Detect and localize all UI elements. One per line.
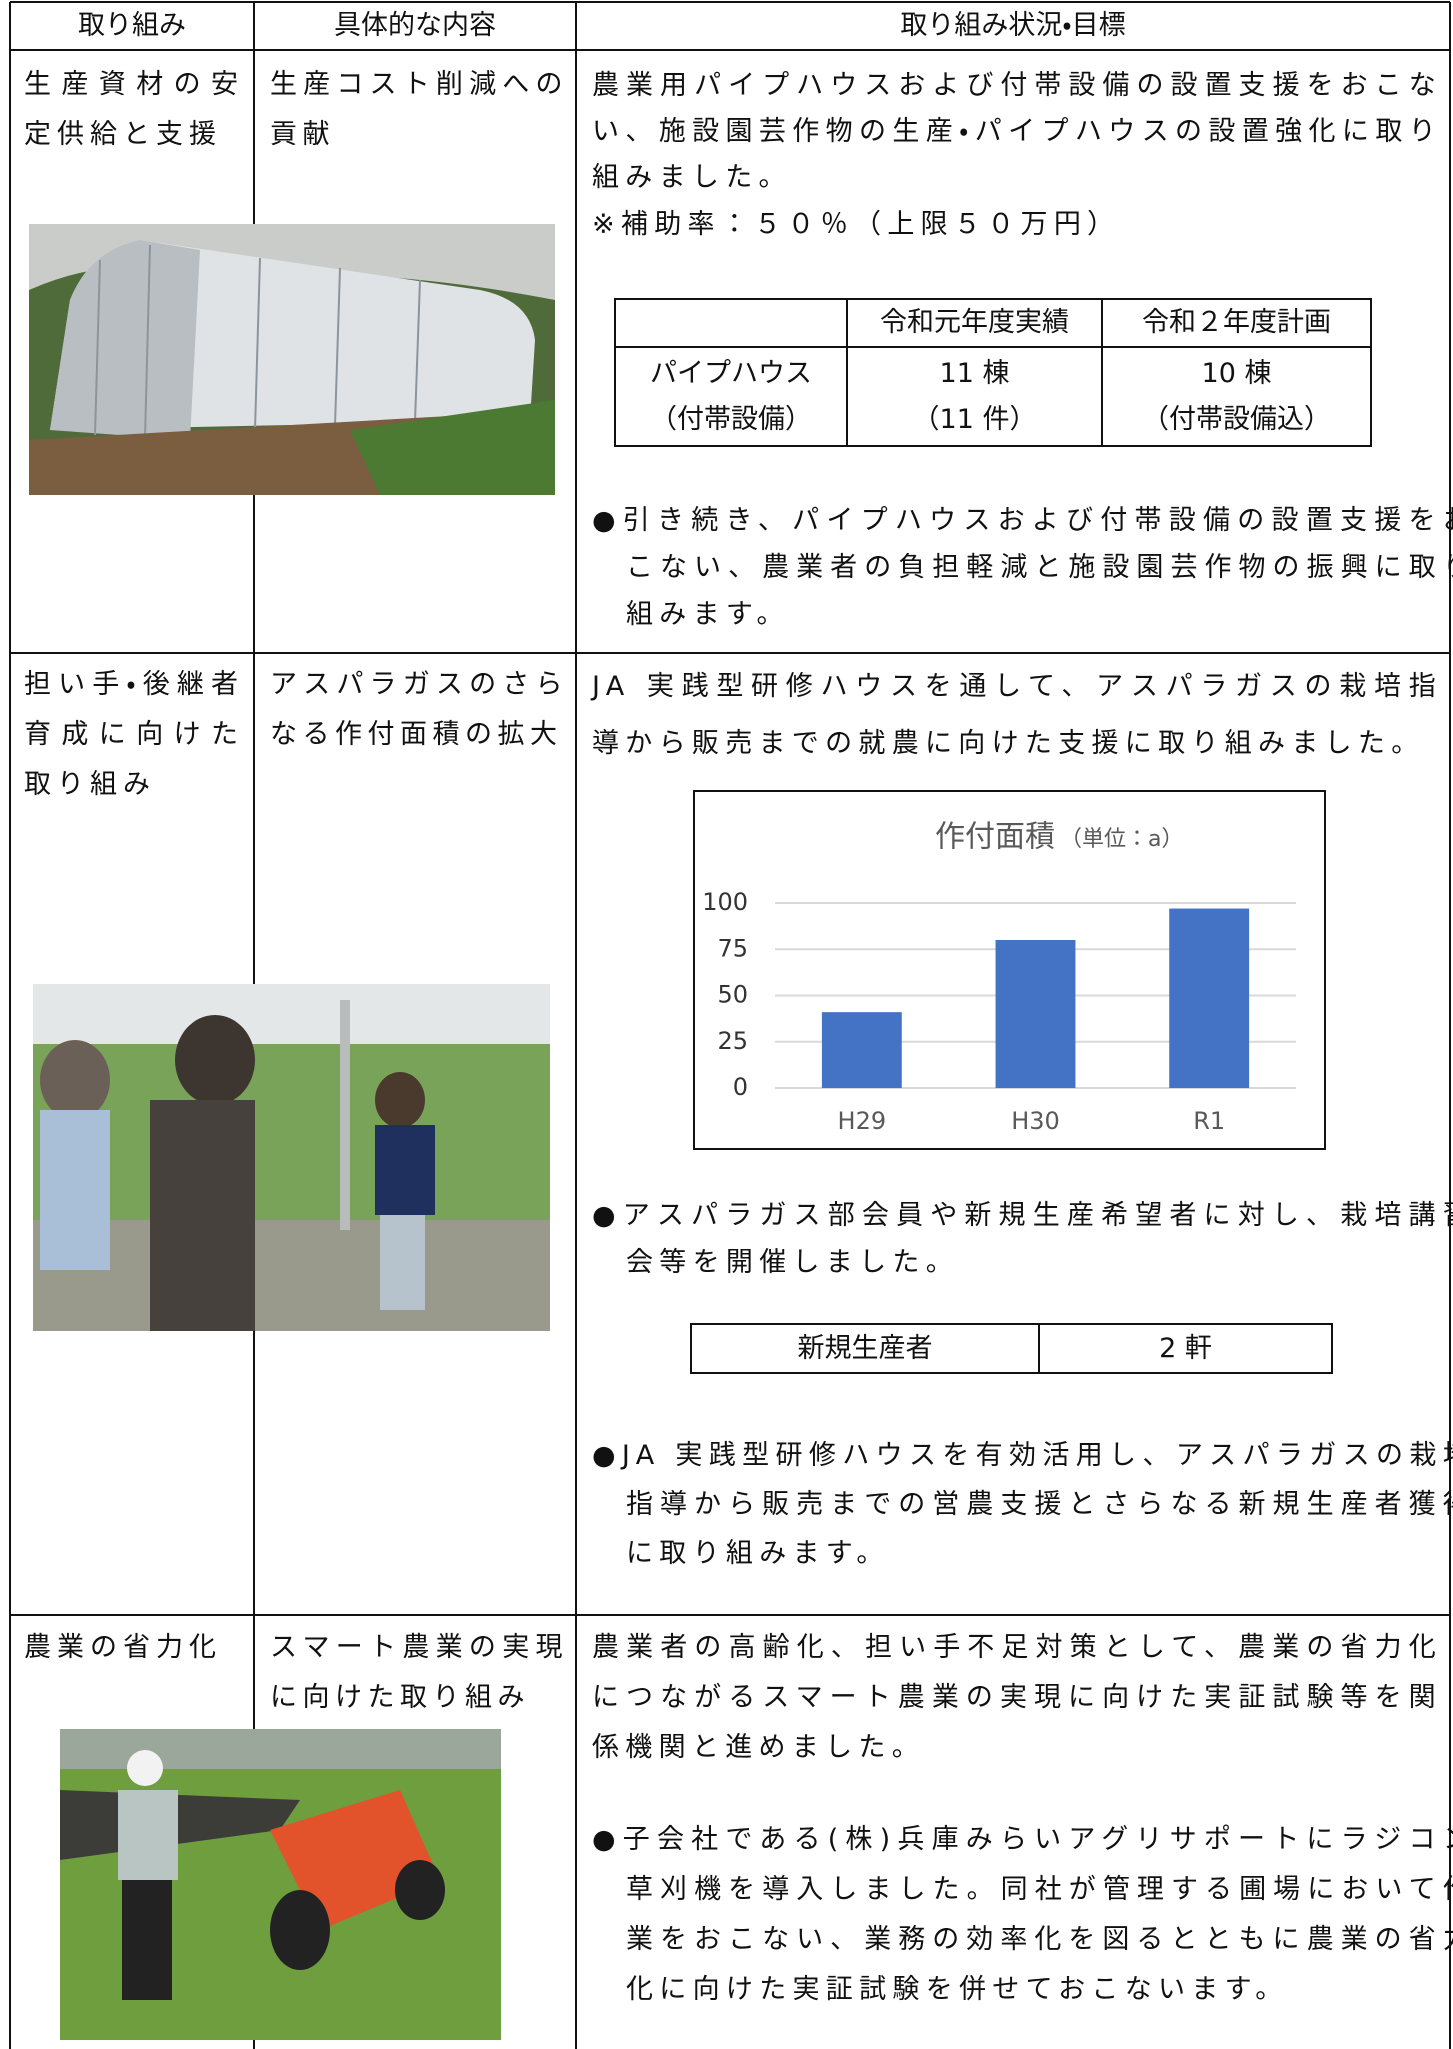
activity: 担い手・後継者育成に向けた取り組み — [24, 669, 244, 800]
cell-line: （付帯設備） — [650, 403, 812, 435]
cell-line: パイプハウス — [650, 357, 812, 389]
content: アスパラガスのさらなる作付面積の拡大 — [270, 669, 568, 750]
subtable: 新規生産者 2 軒 — [690, 1323, 1333, 1374]
cell: 11 棟 （11 件） — [846, 346, 1103, 447]
activity: 農業の省力化 — [24, 1632, 222, 1663]
cell: 令和元年度実績 — [846, 298, 1103, 348]
photo-greenhouse — [29, 224, 555, 495]
activity: 生産資材の安定供給と支援 — [24, 69, 244, 150]
cell: 令和２年度計画 — [1101, 298, 1372, 348]
cell: パイプハウス （付帯設備） — [614, 346, 848, 447]
cell: 2 軒 — [1038, 1323, 1333, 1374]
subtable: 令和元年度実績 令和２年度計画 パイプハウス （付帯設備） 11 棟（11 件） … — [614, 298, 1372, 447]
photo-mower — [60, 1729, 501, 2040]
header-cell: 具体的な内容 — [334, 10, 496, 41]
note: ※補助率：５０％（上限５０万円） — [592, 209, 1121, 240]
cell-line: 11 棟 — [939, 357, 1010, 389]
description: JA 実践型研修ハウスを通して、アスパラガスの栽培指導から販売までの就農に向けた… — [592, 671, 1442, 759]
outlook: ●JA 実践型研修ハウスを有効活用し、アスパラガスの栽培指導から販売までの営農支… — [592, 1440, 1453, 1569]
photo-asparagus — [33, 984, 550, 1331]
outlook: ●子会社である(株)兵庫みらいアグリサポートにラジコン草刈機を導入しました。同社… — [592, 1824, 1453, 2005]
cell: 新規生産者 — [690, 1323, 1040, 1374]
cell-line: （11 件） — [912, 403, 1037, 435]
content: スマート農業の実現に向けた取り組み — [270, 1632, 568, 1713]
description: 農業者の高齢化、担い手不足対策として、農業の省力化につながるスマート農業の実現に… — [592, 1632, 1442, 1763]
cell-line: 10 棟 — [1201, 357, 1272, 389]
outlook: ●引き続き、パイプハウスおよび付帯設備の設置支援をおこない、農業者の負担軽減と施… — [592, 505, 1453, 630]
header-cell: 取り組み状況・目標 — [900, 10, 1126, 41]
bullet: ●アスパラガス部会員や新規生産希望者に対し、栽培講習会等を開催しました。 — [592, 1200, 1453, 1278]
description: 農業用パイプハウスおよび付帯設備の設置支援をおこない、施設園芸作物の生産・パイプ… — [592, 70, 1442, 193]
header-cell: 取り組み — [78, 10, 186, 41]
cell: 10 棟 （付帯設備込） — [1101, 346, 1372, 447]
chart-frame — [693, 790, 1326, 1150]
content: 生産コスト削減への貢献 — [270, 69, 568, 150]
cell-line: （付帯設備込） — [1142, 403, 1331, 435]
cell — [614, 298, 848, 348]
